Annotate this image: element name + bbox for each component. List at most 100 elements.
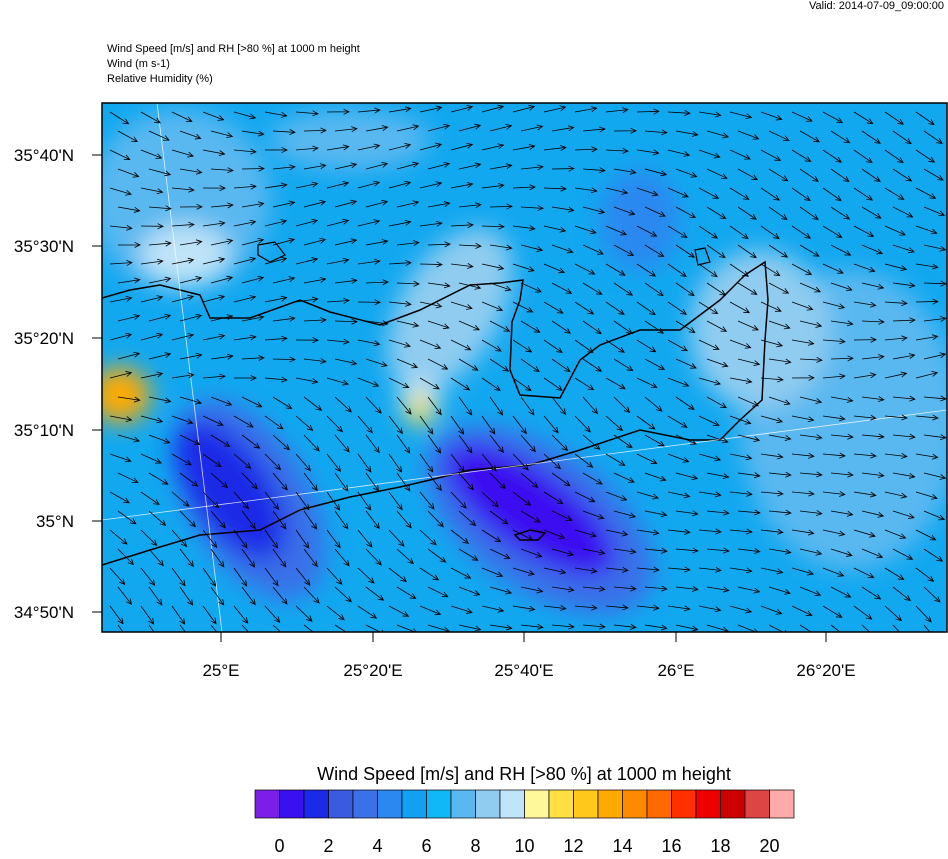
wind-arrow — [140, 332, 164, 341]
wind-arrow — [396, 434, 411, 454]
wind-arrow — [210, 586, 225, 606]
wind-arrow — [551, 434, 569, 452]
wind-arrow — [915, 605, 932, 623]
wind-arrow — [737, 244, 757, 259]
wind-arrow — [884, 149, 904, 164]
wind-arrow — [768, 471, 792, 478]
wind-arrow — [644, 129, 668, 136]
colorbar-tick-label: 20 — [759, 836, 779, 854]
wind-arrow — [458, 396, 473, 416]
wind-arrow — [791, 187, 811, 202]
wind-arrow — [605, 263, 626, 276]
wind-arrow — [822, 452, 846, 459]
wind-arrow — [512, 529, 534, 541]
wind-arrow — [768, 206, 788, 221]
wind-arrow — [365, 510, 380, 530]
wind-arrow — [210, 472, 229, 489]
wind-arrow — [419, 105, 443, 113]
wind-arrow — [799, 282, 822, 293]
wind-arrow — [365, 125, 389, 132]
wind-arrow — [884, 453, 908, 459]
wind-arrow — [481, 377, 501, 391]
wind-arrow — [892, 433, 916, 440]
wind-arrow — [768, 509, 792, 516]
wind-arrow — [148, 586, 163, 606]
wind-arrow — [179, 130, 202, 140]
wind-arrow — [698, 111, 722, 118]
wind-arrow — [419, 377, 440, 390]
wind-arrow — [396, 161, 420, 170]
wind-arrow — [140, 187, 164, 195]
wind-arrow — [822, 567, 845, 577]
wind-arrow — [427, 201, 451, 208]
wind-arrow — [853, 187, 874, 201]
wind-arrow — [388, 219, 412, 227]
wind-arrow — [140, 223, 164, 230]
wind-arrow — [303, 237, 327, 246]
wind-arrow — [675, 130, 699, 137]
wind-arrow — [853, 452, 877, 459]
wind-arrow — [388, 491, 403, 511]
wind-arrow — [140, 111, 161, 124]
wind-arrow — [574, 263, 596, 275]
wind-arrow — [233, 111, 257, 120]
wind-arrow — [388, 106, 412, 113]
wind-arrow — [729, 225, 749, 240]
wind-arrow — [334, 126, 358, 133]
wind-arrow — [148, 168, 172, 177]
wind-arrow — [489, 244, 513, 251]
wind-arrow — [334, 396, 352, 413]
wind-arrow — [543, 529, 566, 539]
wind-arrow — [582, 472, 603, 485]
wind-arrow — [512, 339, 533, 353]
wind-arrow — [179, 472, 199, 487]
wind-arrow — [667, 225, 688, 238]
wind-arrow — [109, 187, 132, 196]
wind-arrow — [210, 353, 234, 360]
wind-arrow — [272, 548, 287, 568]
wind-arrow — [396, 396, 412, 415]
wind-arrow — [543, 105, 567, 113]
colorbar-swatch — [352, 789, 378, 819]
wind-arrow — [830, 355, 854, 362]
wind-arrow — [667, 377, 690, 387]
wind-arrow — [171, 567, 186, 587]
header-line: Relative Humidity (%) — [107, 73, 213, 85]
wind-arrow — [365, 161, 389, 170]
wind-arrow — [760, 263, 781, 277]
wind-arrow — [822, 529, 846, 537]
wind-arrow — [884, 567, 905, 581]
wind-arrow — [334, 238, 358, 246]
wind-arrow — [706, 130, 730, 139]
wind-arrow — [520, 434, 537, 453]
wind-arrow — [450, 529, 470, 545]
wind-arrow — [481, 223, 505, 230]
wind-arrow — [264, 111, 288, 118]
wind-arrow — [264, 415, 284, 430]
wind-arrow — [636, 225, 658, 237]
colorbar-tick-label: 10 — [514, 836, 534, 854]
wind-arrow — [303, 586, 320, 604]
wind-arrow — [667, 566, 691, 573]
wind-arrow — [861, 548, 884, 559]
wind-arrow — [698, 301, 719, 315]
wind-arrow — [295, 491, 310, 511]
header-line: Wind Speed [m/s] and RH [>80 %] at 1000 … — [107, 43, 360, 55]
wind-arrow — [884, 300, 908, 307]
wind-arrow — [915, 225, 938, 235]
wind-arrow — [520, 244, 544, 252]
wind-arrow — [388, 339, 411, 348]
wind-arrow — [264, 491, 280, 511]
wind-arrow — [543, 301, 564, 314]
wind-arrow — [241, 355, 265, 361]
wind-arrow — [799, 434, 823, 441]
lat-label: 34°50'N — [14, 603, 74, 622]
wind-arrow — [202, 111, 225, 121]
wind-arrow — [427, 548, 447, 563]
colorbar-tick-label: 0 — [274, 836, 284, 854]
wind-arrow — [892, 548, 914, 560]
wind-arrow — [357, 567, 375, 584]
wind-arrow — [295, 337, 319, 344]
wind-arrow — [388, 415, 403, 435]
wind-arrow — [489, 396, 504, 416]
